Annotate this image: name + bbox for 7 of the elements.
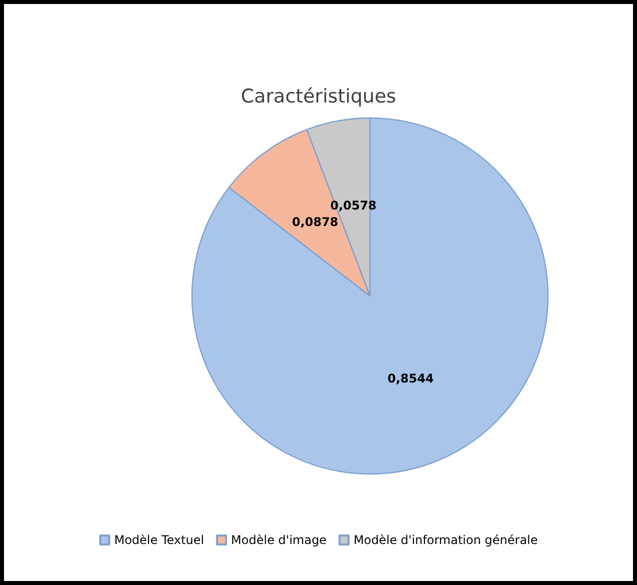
data-label: 0,8544	[387, 372, 434, 386]
legend-label: Modèle Textuel	[114, 533, 204, 547]
legend-label: Modèle d'image	[231, 533, 327, 547]
data-label: 0,0578	[330, 198, 377, 213]
legend-label: Modèle d'information générale	[354, 533, 538, 547]
data-label: 0,0878	[292, 215, 338, 230]
chart-title: Caractéristiques	[240, 86, 396, 108]
